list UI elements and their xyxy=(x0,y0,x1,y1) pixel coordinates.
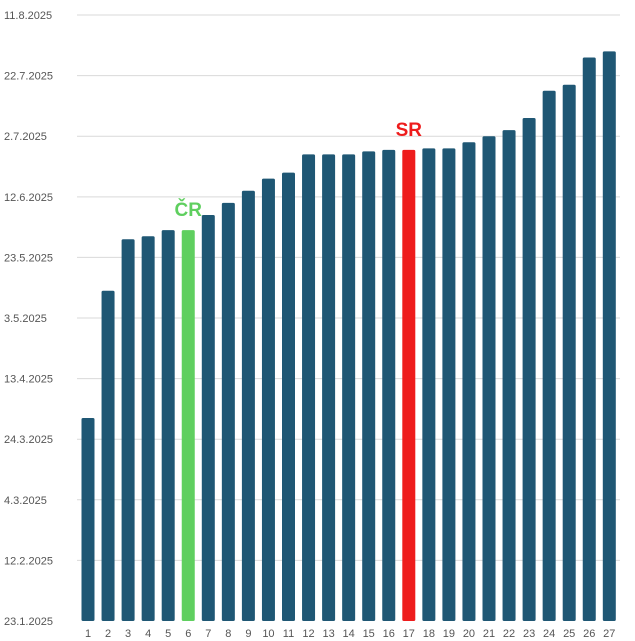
x-tick-label: 14 xyxy=(343,628,355,640)
x-tick-label: 25 xyxy=(563,628,575,640)
y-axis-tick-labels: 23.1.2025 12.2.2025 4.3.2025 24.3.2025 13.4.… xyxy=(4,10,53,628)
bar xyxy=(422,148,436,621)
x-tick-label: 12 xyxy=(302,628,314,640)
highlight-label: SR xyxy=(396,120,423,141)
x-tick-label: 4 xyxy=(145,628,151,640)
x-tick-label: 6 xyxy=(185,628,191,640)
x-tick-label: 3 xyxy=(125,628,131,640)
x-tick-label: 16 xyxy=(383,628,395,640)
y-tick-label: 23.1.2025 xyxy=(4,616,53,628)
x-tick-label: 26 xyxy=(583,628,595,640)
x-tick-label: 5 xyxy=(165,628,171,640)
x-tick-label: 20 xyxy=(463,628,475,640)
bar-highlight xyxy=(181,230,195,621)
bar xyxy=(562,84,576,622)
y-tick-label: 13.4.2025 xyxy=(4,374,53,386)
bar xyxy=(101,290,115,621)
bar xyxy=(502,130,516,621)
bar xyxy=(542,90,556,621)
bar xyxy=(602,51,616,621)
bar xyxy=(221,202,235,621)
bar xyxy=(482,136,496,621)
bar xyxy=(342,154,356,621)
x-tick-label: 18 xyxy=(423,628,435,640)
x-tick-label: 24 xyxy=(543,628,555,640)
y-tick-label: 12.6.2025 xyxy=(4,192,53,204)
bar xyxy=(241,190,255,621)
y-tick-label: 3.5.2025 xyxy=(4,313,47,325)
x-tick-label: 22 xyxy=(503,628,515,640)
y-tick-label: 22.7.2025 xyxy=(4,71,53,83)
bar-highlight xyxy=(402,149,416,622)
y-tick-label: 2.7.2025 xyxy=(4,131,47,143)
bar xyxy=(302,154,316,621)
x-tick-label: 11 xyxy=(283,628,294,640)
bar xyxy=(322,154,336,621)
bar xyxy=(362,151,376,621)
x-tick-label: 1 xyxy=(85,628,91,640)
bars xyxy=(81,51,616,622)
bar xyxy=(201,215,215,621)
bar xyxy=(382,149,396,622)
x-tick-label: 19 xyxy=(443,628,455,640)
y-tick-label: 11.8.2025 xyxy=(4,10,52,22)
highlight-label: ČR xyxy=(175,199,203,221)
y-tick-label: 4.3.2025 xyxy=(4,495,47,507)
bar xyxy=(81,418,95,621)
annotations: ČR SR xyxy=(175,120,423,221)
x-tick-label: 2 xyxy=(105,628,111,640)
x-tick-label: 9 xyxy=(245,628,251,640)
x-tick-label: 21 xyxy=(483,628,495,640)
bar xyxy=(442,148,456,621)
bar xyxy=(261,178,275,621)
y-tick-label: 24.3.2025 xyxy=(4,434,53,446)
bar xyxy=(582,57,596,621)
bar xyxy=(282,172,295,621)
x-tick-label: 27 xyxy=(603,628,615,640)
x-tick-label: 10 xyxy=(262,628,274,640)
x-tick-label: 7 xyxy=(205,628,211,640)
x-axis-tick-labels: 1 2 3 4 5 6 7 8 9 10 11 12 13 14 15 16 17 18 19 20 21 22 23 24 2… xyxy=(85,628,615,640)
y-tick-label: 23.5.2025 xyxy=(4,252,53,264)
y-tick-label: 12.2.2025 xyxy=(4,555,53,567)
bar xyxy=(462,142,476,621)
bar xyxy=(141,236,155,621)
x-tick-label: 8 xyxy=(225,628,231,640)
x-tick-label: 15 xyxy=(363,628,375,640)
x-tick-label: 23 xyxy=(523,628,535,640)
bar xyxy=(522,118,536,621)
bar xyxy=(121,239,135,622)
x-tick-label: 13 xyxy=(322,628,334,640)
x-tick-label: 17 xyxy=(403,628,415,640)
bar xyxy=(161,230,175,621)
